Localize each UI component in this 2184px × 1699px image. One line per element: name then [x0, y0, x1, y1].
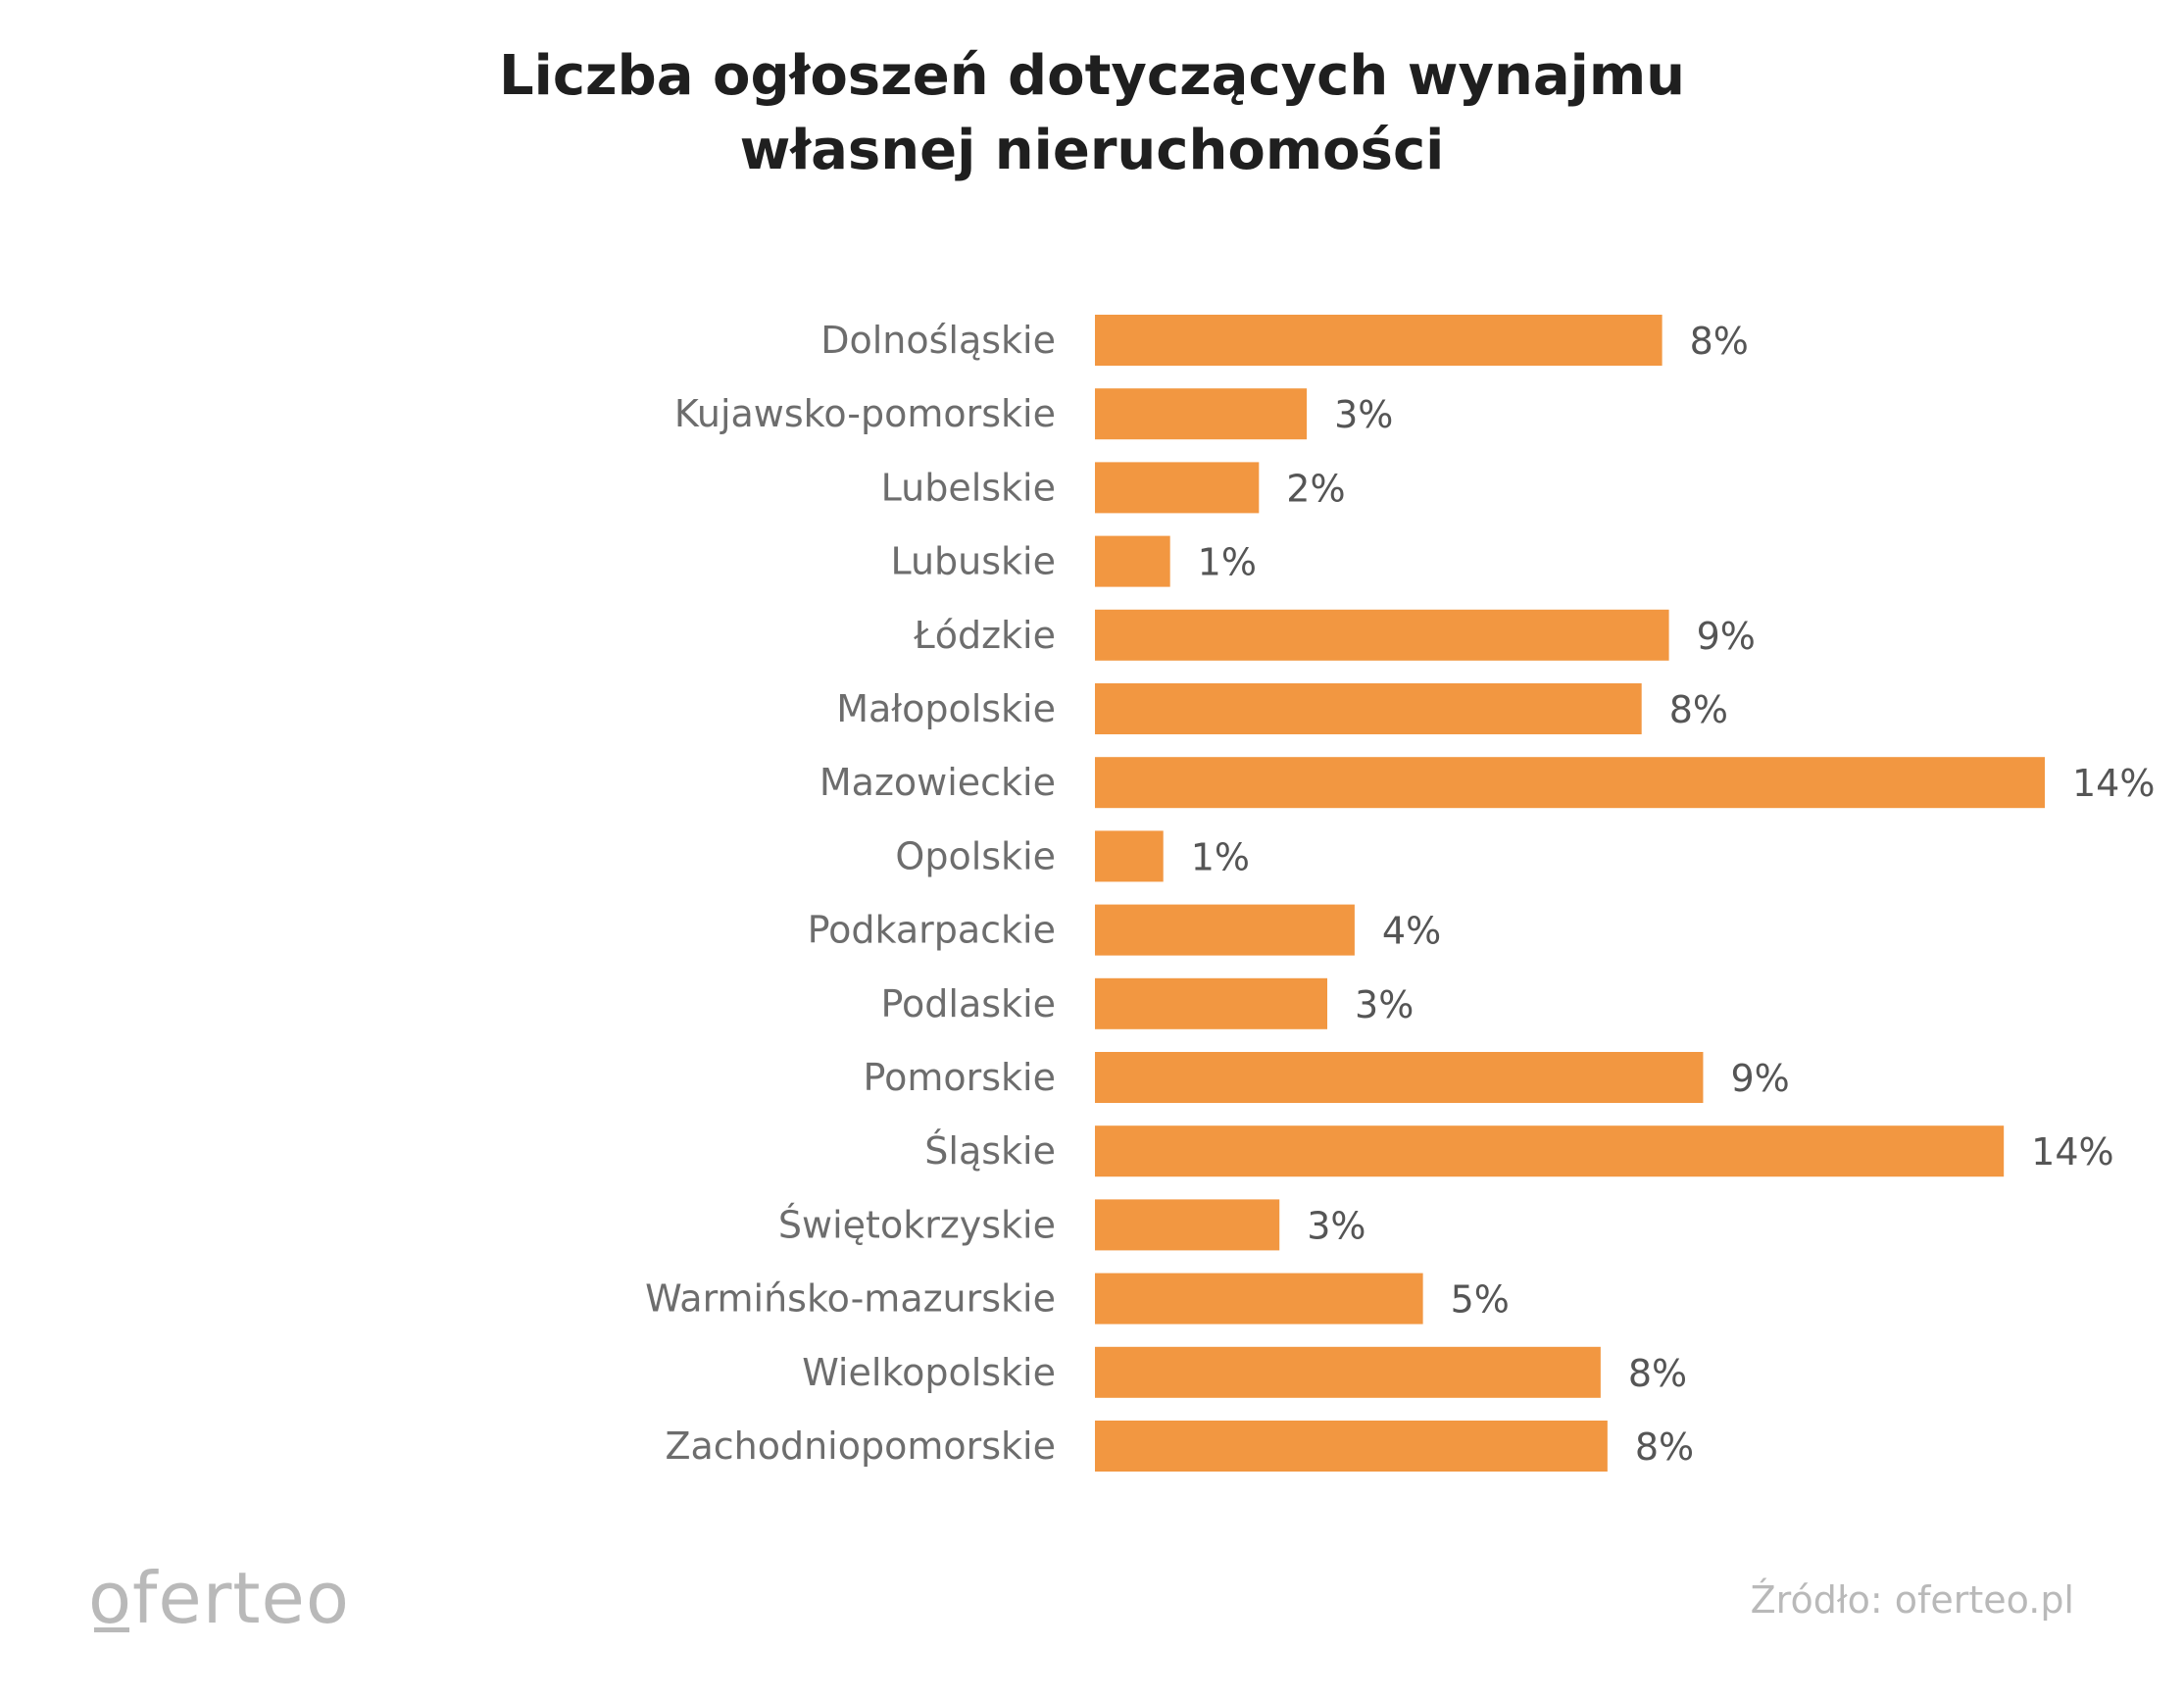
- category-label-lodzkie: Łódzkie: [913, 614, 1056, 657]
- category-label-warminsko-mazurskie: Warmińsko-mazurskie: [645, 1277, 1056, 1321]
- value-label-swietokrzyskie: 3%: [1307, 1204, 1365, 1247]
- value-label-slaskie: 14%: [2031, 1130, 2113, 1174]
- value-label-pomorskie: 9%: [1730, 1057, 1789, 1100]
- source-note: Źródło: oferteo.pl: [1750, 1578, 2074, 1622]
- category-label-swietokrzyskie: Świętokrzyskie: [778, 1203, 1056, 1246]
- bar-mazowieckie: [1095, 757, 2045, 809]
- bar-dolnoslaskie: [1095, 315, 1663, 366]
- chart-title: Liczba ogłoszeń dotyczących wynajmu włas…: [0, 39, 2184, 188]
- category-label-opolskie: Opolskie: [895, 834, 1056, 877]
- bar-swietokrzyskie: [1095, 1199, 1280, 1251]
- value-label-lubelskie: 2%: [1286, 467, 1345, 510]
- category-label-dolnoslaskie: Dolnośląskie: [820, 319, 1056, 362]
- oferteo-logo: oferteo: [88, 1554, 350, 1642]
- bar-slaskie: [1095, 1125, 2005, 1177]
- chart-title-line-2: własnej nieruchomości: [739, 119, 1445, 182]
- category-label-wielkopolskie: Wielkopolskie: [802, 1351, 1056, 1394]
- bar-kujawsko-pomorskie: [1095, 388, 1308, 440]
- value-label-podlaskie: 3%: [1355, 983, 1414, 1026]
- category-label-podlaskie: Podlaskie: [880, 982, 1056, 1025]
- value-label-podkarpackie: 4%: [1382, 910, 1441, 953]
- bar-podlaskie: [1095, 977, 1328, 1029]
- bar-lubuskie: [1095, 535, 1170, 587]
- category-label-lubelskie: Lubelskie: [881, 466, 1056, 509]
- category-label-podkarpackie: Podkarpackie: [808, 909, 1056, 952]
- category-label-slaskie: Śląskie: [924, 1129, 1056, 1173]
- value-label-lodzkie: 9%: [1697, 615, 1756, 658]
- value-label-malopolskie: 8%: [1669, 688, 1728, 731]
- category-label-zachodniopomorskie: Zachodniopomorskie: [665, 1424, 1056, 1468]
- bar-opolskie: [1095, 830, 1164, 882]
- bar-lubelskie: [1095, 462, 1260, 514]
- value-label-opolskie: 1%: [1191, 835, 1250, 878]
- category-label-kujawsko-pomorskie: Kujawsko-pomorskie: [674, 392, 1056, 435]
- value-label-wielkopolskie: 8%: [1628, 1352, 1687, 1395]
- value-label-dolnoslaskie: 8%: [1690, 320, 1749, 363]
- value-label-mazowieckie: 14%: [2072, 762, 2155, 805]
- bar-wielkopolskie: [1095, 1346, 1601, 1398]
- value-label-zachodniopomorskie: 8%: [1635, 1425, 1694, 1469]
- bar-zachodniopomorskie: [1095, 1421, 1608, 1472]
- value-label-lubuskie: 1%: [1198, 541, 1257, 584]
- bar-podkarpackie: [1095, 904, 1355, 956]
- category-label-pomorskie: Pomorskie: [864, 1056, 1056, 1099]
- bar-warminsko-mazurskie: [1095, 1273, 1423, 1324]
- chart-title-line-1: Liczba ogłoszeń dotyczących wynajmu: [498, 44, 1686, 108]
- value-label-kujawsko-pomorskie: 3%: [1334, 393, 1393, 436]
- bar-malopolskie: [1095, 683, 1642, 734]
- bar-pomorskie: [1095, 1052, 1704, 1103]
- value-label-warminsko-mazurskie: 5%: [1451, 1278, 1510, 1322]
- category-label-malopolskie: Małopolskie: [836, 687, 1056, 730]
- category-label-lubuskie: Lubuskie: [890, 540, 1056, 583]
- bar-lodzkie: [1095, 609, 1669, 661]
- category-label-mazowieckie: Mazowieckie: [819, 761, 1056, 804]
